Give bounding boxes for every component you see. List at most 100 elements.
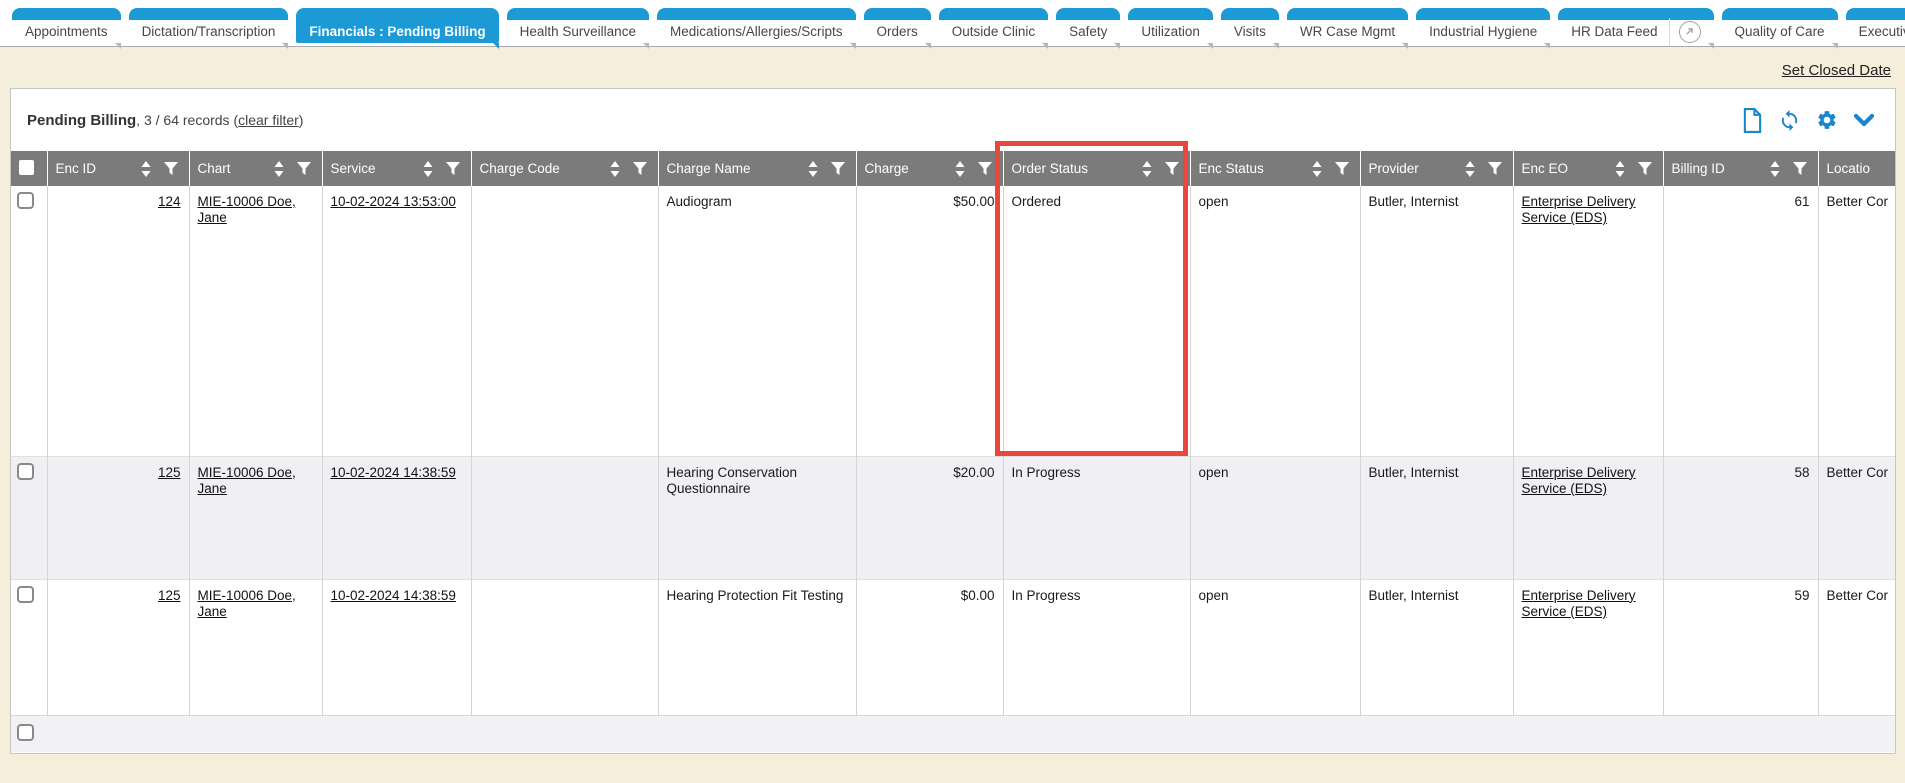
filter-funnel-icon[interactable]	[296, 162, 311, 175]
col-service: Service	[322, 151, 472, 186]
filter-funnel-icon[interactable]	[445, 162, 460, 175]
tab-label: WR Case Mgmt	[1299, 24, 1396, 39]
order-status-cell: Ordered	[1003, 186, 1191, 456]
filter-funnel-icon[interactable]	[830, 162, 845, 175]
tab-wr-case-mgmt[interactable]: WR Case Mgmt	[1286, 8, 1409, 49]
service-date-link[interactable]: 10-02-2024 14:38:59	[330, 464, 456, 480]
col-charge-code: Charge Code	[471, 151, 659, 186]
tab-hr-data-feed[interactable]: HR Data Feed	[1558, 8, 1714, 49]
col-enc-id: Enc ID	[47, 151, 190, 186]
service-date-link[interactable]: 10-02-2024 13:53:00	[330, 194, 456, 209]
filter-funnel-icon[interactable]	[632, 162, 647, 175]
billing-id-cell: 61	[1663, 186, 1819, 456]
select-all-header	[11, 151, 48, 186]
chart-link[interactable]: MIE-10006 Doe, Jane	[197, 587, 296, 619]
col-charge-name: Charge Name	[658, 151, 857, 186]
location-cell: Better Cor	[1818, 186, 1895, 456]
sort-icon[interactable]	[1312, 160, 1322, 177]
filter-funnel-icon[interactable]	[977, 162, 992, 175]
sort-icon[interactable]	[1142, 160, 1152, 177]
sort-icon[interactable]	[1770, 160, 1780, 177]
gear-icon[interactable]	[1816, 109, 1838, 131]
location-cell: Better Cor	[1818, 455, 1895, 579]
enc-id-link[interactable]: 124	[157, 194, 181, 209]
charge-cell: $0.00	[856, 578, 1004, 715]
record-count: , 3 / 64 records (clear filter)	[136, 112, 304, 128]
sort-icon[interactable]	[1615, 160, 1625, 177]
service-date-link[interactable]: 10-02-2024 14:38:59	[330, 587, 456, 603]
table-row: 125 MIE-10006 Doe, Jane 10-02-2024 14:38…	[11, 455, 1895, 579]
col-enc-eo: Enc EO	[1513, 151, 1664, 186]
tab-safety[interactable]: Safety	[1056, 8, 1121, 49]
tab-appointments[interactable]: Appointments	[12, 8, 121, 49]
tab-label: Appointments	[25, 24, 108, 39]
tab-executive-dashboard[interactable]: Executive Dashb	[1845, 8, 1905, 43]
enc-id-link[interactable]: 125	[157, 587, 181, 603]
charge-name-cell: Hearing Protection Fit Testing	[658, 578, 857, 715]
column-label: Charge	[864, 161, 909, 176]
charge-cell: $50.00	[856, 186, 1004, 456]
order-status-cell: In Progress	[1003, 578, 1191, 715]
billing-id-cell: 59	[1663, 578, 1819, 715]
filter-funnel-icon[interactable]	[1792, 162, 1807, 175]
row-checkbox[interactable]	[17, 192, 34, 209]
row-checkbox[interactable]	[17, 585, 34, 603]
filter-funnel-icon[interactable]	[1334, 162, 1349, 175]
tab-outside-clinic[interactable]: Outside Clinic	[938, 8, 1049, 49]
set-closed-date-link[interactable]: Set Closed Date	[1781, 62, 1891, 79]
table-footer-row	[11, 714, 1895, 752]
enc-eo-link[interactable]: Enterprise Delivery Service (EDS)	[1521, 587, 1636, 619]
sort-icon[interactable]	[141, 160, 151, 177]
tab-visits[interactable]: Visits	[1220, 8, 1279, 49]
tab-label: Financials : Pending Billing	[309, 24, 486, 39]
sort-icon[interactable]	[423, 160, 433, 177]
tab-medications-allergies-scripts[interactable]: Medications/Allergies/Scripts	[656, 8, 856, 49]
external-link-icon[interactable]	[1678, 20, 1701, 43]
sort-icon[interactable]	[1465, 160, 1475, 177]
tab-health-surveillance[interactable]: Health Surveillance	[506, 8, 650, 49]
tab-label: Utilization	[1141, 24, 1200, 39]
tab-industrial-hygiene[interactable]: Industrial Hygiene	[1416, 8, 1551, 49]
collapse-chevron-icon[interactable]	[1853, 112, 1875, 128]
enc-eo-link[interactable]: Enterprise Delivery Service (EDS)	[1521, 464, 1636, 496]
tab-utilization[interactable]: Utilization	[1128, 8, 1213, 49]
refresh-icon[interactable]	[1778, 109, 1801, 132]
billing-id-cell: 58	[1663, 455, 1819, 579]
tab-quality-of-care[interactable]: Quality of Care	[1721, 8, 1838, 49]
clear-filter-link[interactable]: clear filter	[238, 112, 299, 128]
column-label: Billing ID	[1671, 161, 1725, 176]
tab-label: Visits	[1233, 24, 1266, 39]
tab-label: Health Surveillance	[519, 24, 636, 39]
column-label: Chart	[197, 161, 231, 176]
tab-dictation-transcription[interactable]: Dictation/Transcription	[128, 8, 289, 49]
chart-link[interactable]: MIE-10006 Doe, Jane	[197, 464, 296, 496]
sort-icon[interactable]	[274, 160, 284, 177]
chart-link[interactable]: MIE-10006 Doe, Jane	[197, 194, 296, 226]
tab-orders[interactable]: Orders	[863, 8, 932, 49]
provider-cell: Butler, Internist	[1360, 455, 1514, 579]
tab-financials-pending-billing[interactable]: Financials : Pending Billing	[296, 8, 499, 49]
column-label: Enc Status	[1198, 161, 1264, 176]
enc-id-link[interactable]: 125	[157, 464, 181, 480]
tab-label: Industrial Hygiene	[1429, 24, 1538, 39]
filter-funnel-icon[interactable]	[1487, 162, 1502, 175]
select-all-checkbox[interactable]	[19, 159, 34, 175]
tab-label: Executive Dashb	[1858, 24, 1905, 39]
sort-icon[interactable]	[610, 160, 620, 177]
footer-checkbox[interactable]	[17, 723, 34, 741]
filter-funnel-icon[interactable]	[1164, 162, 1179, 175]
new-document-icon[interactable]	[1742, 107, 1763, 133]
charge-code-cell	[471, 578, 659, 715]
row-checkbox[interactable]	[17, 462, 34, 480]
enc-eo-link[interactable]: Enterprise Delivery Service (EDS)	[1521, 194, 1636, 226]
sort-icon[interactable]	[808, 160, 818, 177]
sort-icon[interactable]	[955, 160, 965, 177]
provider-cell: Butler, Internist	[1360, 578, 1514, 715]
pending-billing-panel: Pending Billing, 3 / 64 records (clear f…	[10, 88, 1896, 754]
tab-label: Quality of Care	[1734, 24, 1825, 39]
filter-funnel-icon[interactable]	[1637, 162, 1652, 175]
filter-funnel-icon[interactable]	[163, 162, 178, 175]
pending-billing-table: Enc ID Chart Service Charge Code Charge …	[11, 151, 1895, 752]
main-tab-bar: Appointments Dictation/Transcription Fin…	[0, 0, 1905, 49]
col-location: Locatio	[1818, 151, 1895, 186]
